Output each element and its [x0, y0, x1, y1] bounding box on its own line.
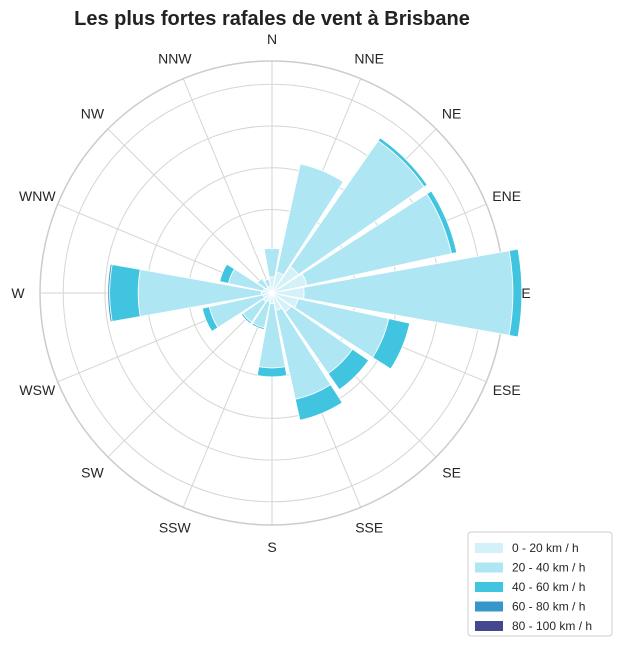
legend-swatch-4 — [475, 621, 503, 631]
bar-ssw-series-2 — [251, 322, 265, 331]
bar-sse-series-2 — [294, 384, 343, 421]
legend-label-4: 80 - 100 km / h — [512, 619, 592, 633]
direction-label-nne: NNE — [354, 50, 384, 66]
bar-wnw-series-2 — [219, 263, 235, 284]
direction-label-e: E — [521, 285, 530, 301]
legend-label-1: 20 - 40 km / h — [512, 561, 585, 575]
bar-w-series-3 — [107, 263, 113, 323]
direction-label-ssw: SSW — [159, 520, 192, 536]
bar-nne-series-1 — [276, 163, 344, 276]
direction-label-ese: ESE — [493, 382, 521, 398]
direction-label-wsw: WSW — [19, 382, 56, 398]
bar-n-series-1 — [263, 247, 281, 278]
direction-label-ne: NE — [442, 105, 461, 121]
bar-e-series-2 — [508, 248, 523, 338]
grid-spoke — [107, 292, 273, 458]
legend-swatch-1 — [475, 562, 503, 573]
direction-label-w: W — [11, 285, 25, 301]
bar-ese-series-2 — [372, 318, 411, 370]
direction-label-nw: NW — [81, 105, 105, 121]
bar-ne-series-2 — [377, 137, 428, 188]
direction-label-s: S — [267, 539, 276, 555]
bar-wsw-series-2 — [201, 306, 219, 333]
direction-label-nnw: NNW — [158, 50, 192, 66]
wind-bars — [107, 137, 523, 421]
grid-spoke — [107, 128, 273, 294]
legend-swatch-2 — [475, 582, 503, 592]
direction-label-se: SE — [442, 465, 461, 481]
legend: 0 - 20 km / h 20 - 40 km / h 40 - 60 km / … — [467, 531, 613, 637]
legend-swatch-0 — [475, 543, 503, 553]
direction-label-ene: ENE — [492, 188, 521, 204]
bar-w-series-2 — [109, 263, 141, 323]
grid-spoke — [182, 292, 273, 508]
direction-label-sse: SSE — [355, 520, 383, 536]
direction-label-sw: SW — [81, 465, 104, 481]
bar-ene-series-2 — [426, 190, 458, 255]
bar-s-series-2 — [256, 366, 288, 378]
legend-swatch-3 — [475, 601, 503, 612]
chart-title: Les plus fortes rafales de vent à Brisba… — [74, 8, 470, 30]
direction-label-wnw: WNW — [19, 188, 56, 204]
bar-sw-series-2 — [240, 312, 253, 325]
direction-labels: N NNE NE ENE E ESE SE SSE S SSW SW WSW W WNW NW NNW — [11, 31, 530, 555]
grid-spoke — [182, 78, 273, 294]
legend-label-2: 40 - 60 km / h — [512, 580, 585, 594]
direction-label-n: N — [267, 31, 277, 47]
bar-se-series-2 — [327, 348, 370, 391]
legend-box — [467, 531, 613, 637]
legend-label-0: 0 - 20 km / h — [512, 541, 579, 555]
bar-nnw-series-1 — [263, 278, 271, 288]
legend-label-3: 60 - 80 km / h — [512, 600, 585, 614]
